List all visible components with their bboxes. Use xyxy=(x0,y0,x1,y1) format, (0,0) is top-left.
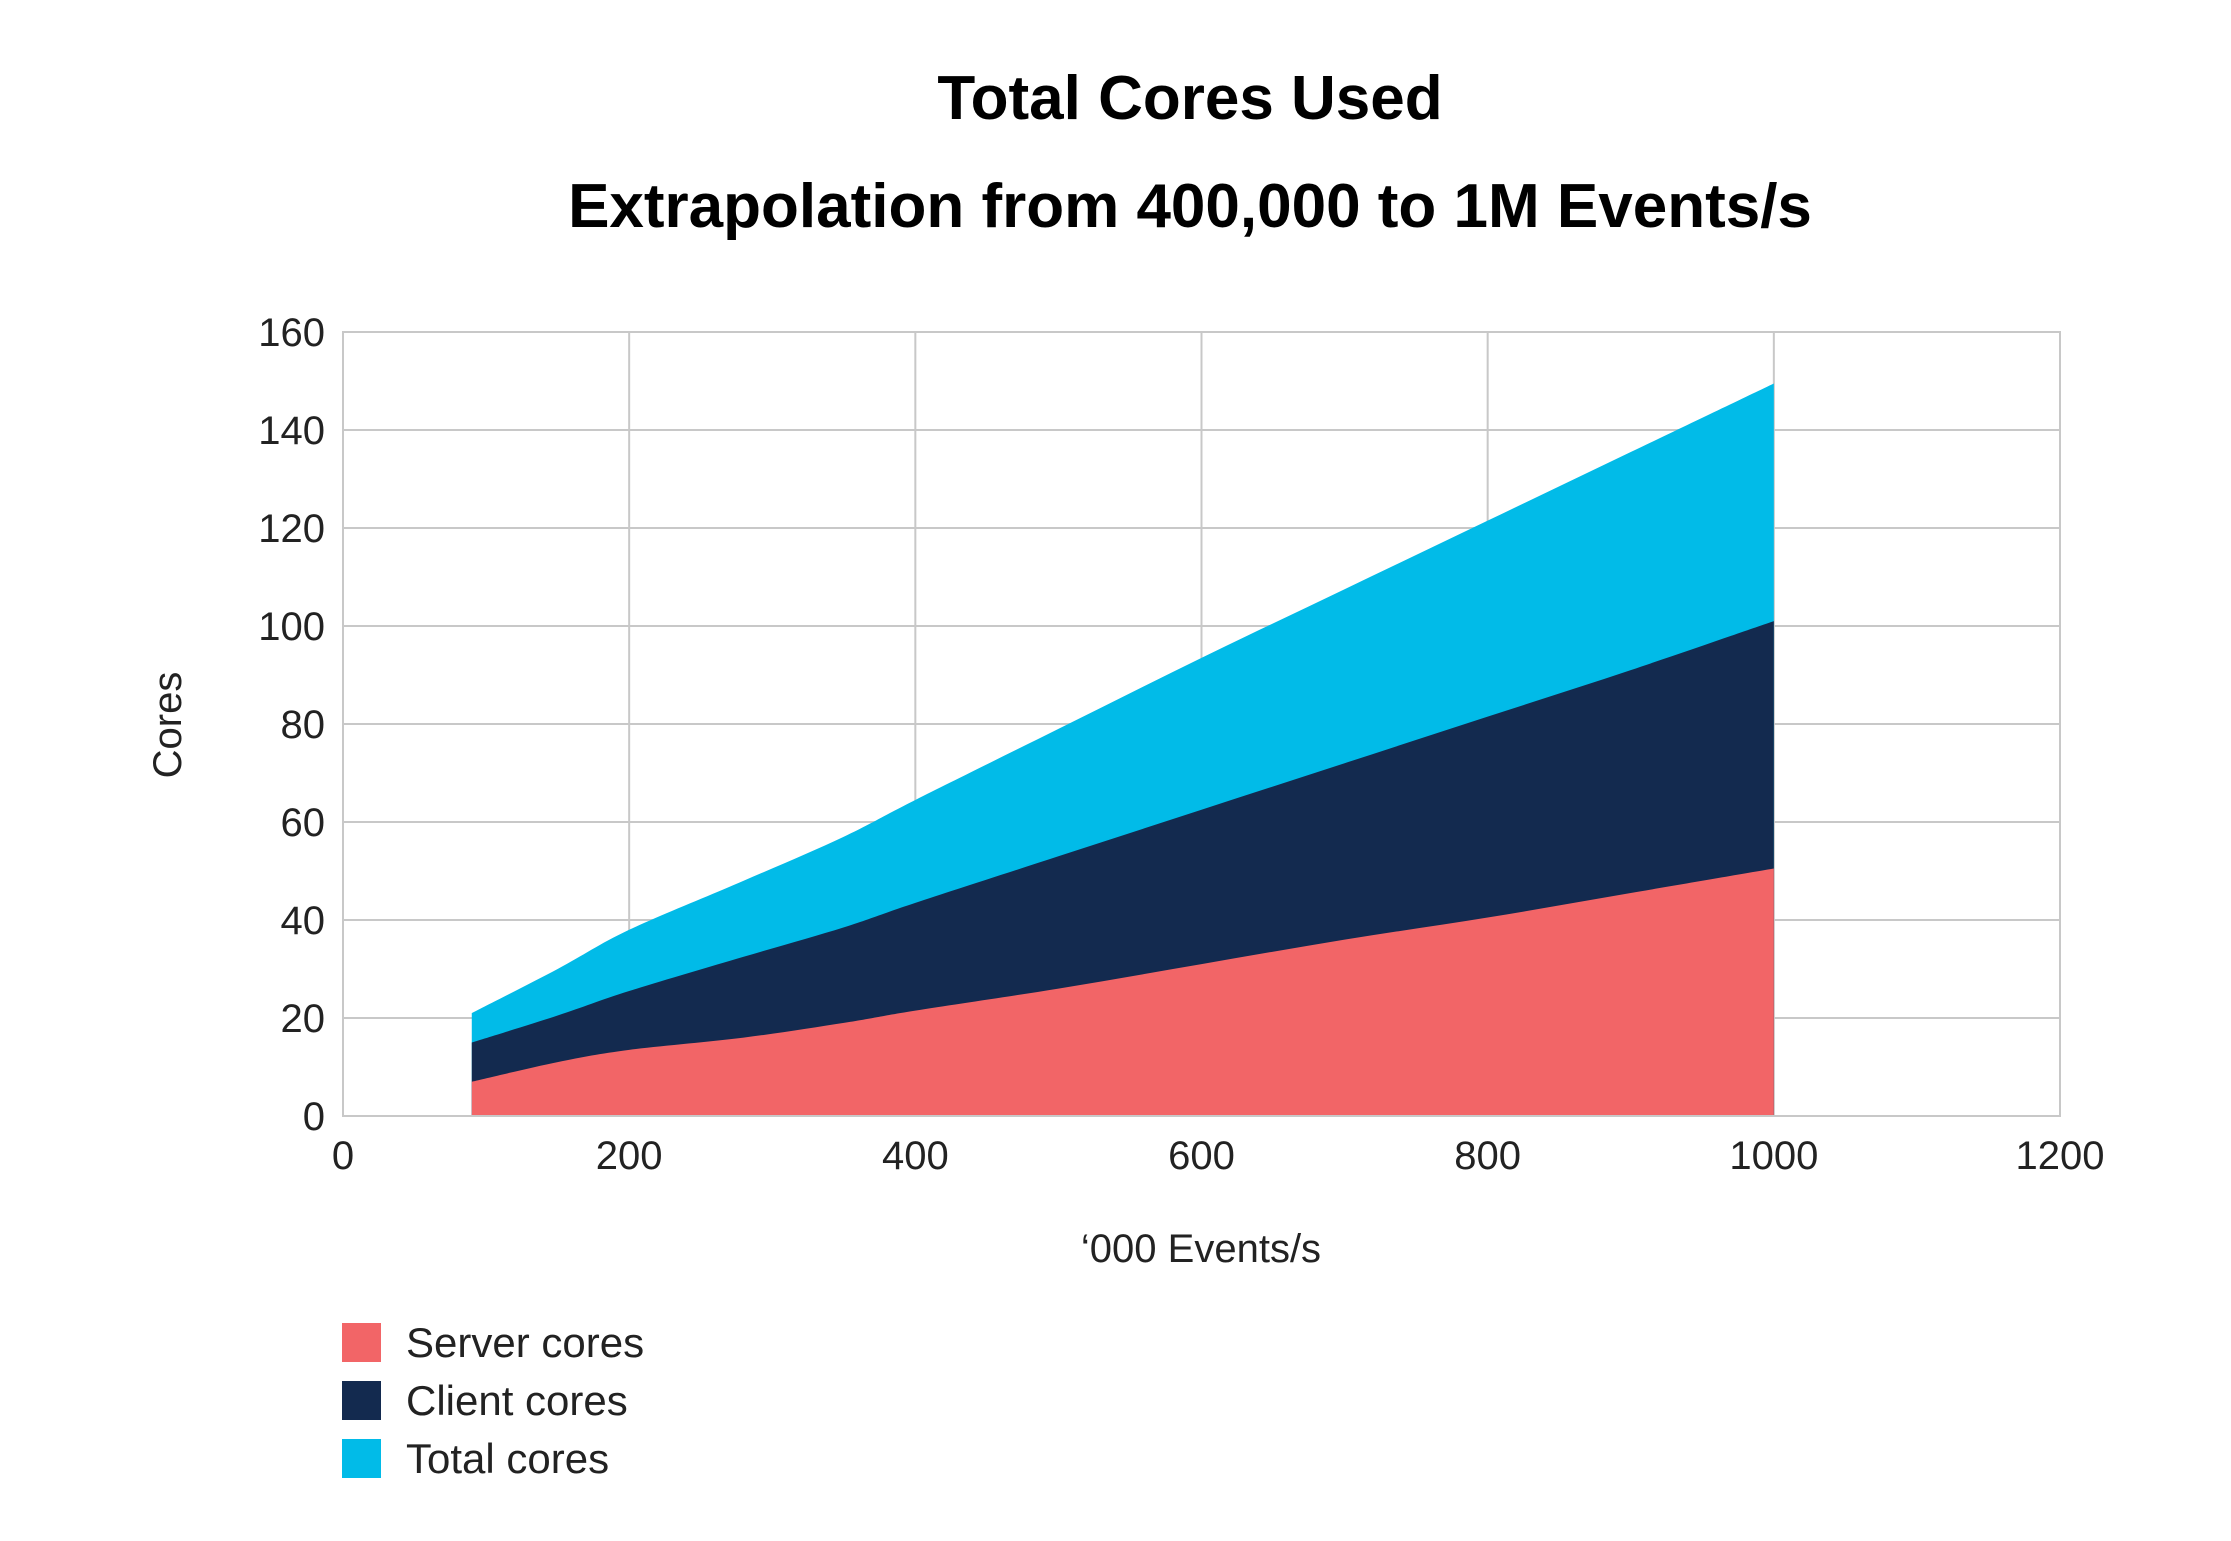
legend-swatch xyxy=(342,1439,381,1478)
x-tick-label: 600 xyxy=(1168,1134,1235,1178)
y-axis-ticks: 0 20 40 60 80 100 120 140 160 xyxy=(258,311,325,1139)
legend-label: Server cores xyxy=(406,1319,644,1366)
y-tick-label: 20 xyxy=(281,997,326,1041)
plot-areas xyxy=(471,383,1774,1116)
legend: Server cores Client cores Total cores xyxy=(342,1319,644,1482)
y-tick-label: 160 xyxy=(258,311,325,355)
chart-subtitle: Extrapolation from 400,000 to 1M Events/… xyxy=(568,172,1812,241)
x-tick-label: 800 xyxy=(1454,1134,1521,1178)
y-tick-label: 120 xyxy=(258,507,325,551)
x-tick-label: 0 xyxy=(332,1134,354,1178)
y-axis-label: Cores xyxy=(146,672,190,779)
chart-title: Total Cores Used xyxy=(937,64,1442,133)
x-tick-label: 200 xyxy=(596,1134,663,1178)
y-tick-label: 100 xyxy=(258,605,325,649)
legend-label: Total cores xyxy=(406,1435,609,1482)
plot-border xyxy=(342,331,2061,1117)
legend-swatch xyxy=(342,1323,381,1362)
area-server-cores xyxy=(471,868,1774,1116)
y-tick-label: 60 xyxy=(281,801,326,845)
x-axis-label: ‘000 Events/s xyxy=(1081,1227,1321,1271)
x-tick-label: 400 xyxy=(882,1134,949,1178)
x-tick-label: 1000 xyxy=(1729,1134,1818,1178)
y-tick-label: 40 xyxy=(281,899,326,943)
plot-frame xyxy=(342,331,2061,1117)
y-tick-label: 80 xyxy=(281,703,326,747)
y-tick-label: 140 xyxy=(258,409,325,453)
legend-swatch xyxy=(342,1381,381,1420)
legend-label: Client cores xyxy=(406,1377,628,1424)
x-axis-ticks: 0 200 400 600 800 1000 1200 xyxy=(332,1134,2105,1178)
y-tick-label: 0 xyxy=(303,1095,325,1139)
x-tick-label: 1200 xyxy=(2016,1134,2105,1178)
